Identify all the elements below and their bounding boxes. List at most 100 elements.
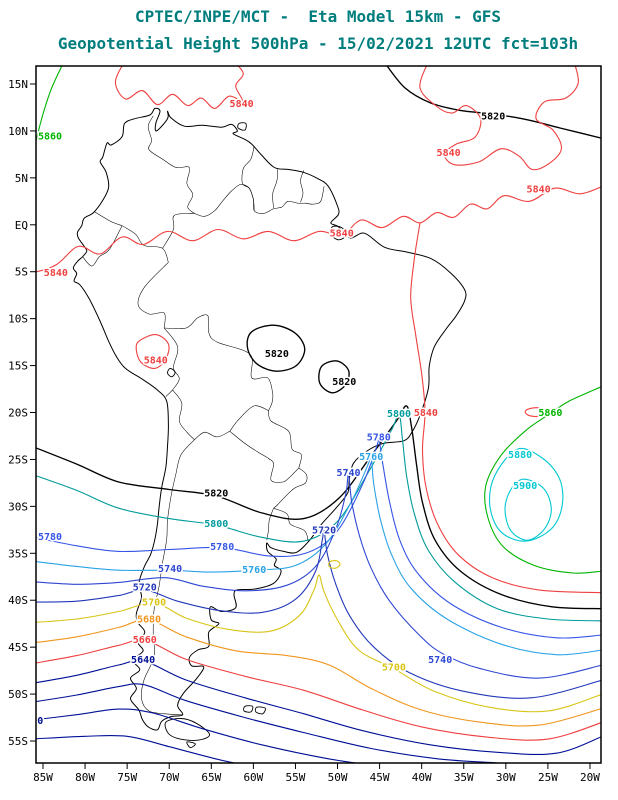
contour-5640 — [36, 659, 601, 756]
lat-tick-label: 30S — [8, 500, 28, 513]
island-outline — [254, 706, 266, 715]
lat-tick-label: 25S — [8, 453, 28, 466]
country-border — [162, 213, 195, 249]
lat-tick-label: EQ — [15, 219, 28, 232]
country-border — [229, 405, 269, 432]
lon-tick-label: 55W — [286, 771, 306, 784]
contour-label-5820: 5820 — [265, 349, 289, 360]
lat-tick-label: 55S — [8, 735, 28, 748]
country-border — [82, 225, 123, 267]
lon-tick-label: 80W — [75, 771, 95, 784]
lon-tick-label: 60W — [243, 771, 263, 784]
contour-label-5740: 5740 — [428, 655, 452, 666]
contour-5720 — [36, 529, 601, 699]
contour-label-5840: 5840 — [44, 268, 68, 279]
contour-label-5820: 5820 — [204, 489, 228, 500]
country-border — [241, 145, 255, 211]
contour-5780 — [36, 436, 601, 639]
lon-tick-label: 65W — [201, 771, 221, 784]
contour-5820 — [318, 360, 350, 394]
lat-tick-label: 20S — [8, 407, 28, 420]
contour-label-5660: 5660 — [133, 635, 157, 646]
contour-label-5860: 5860 — [538, 408, 562, 419]
contour-label-5840: 5840 — [437, 148, 461, 159]
contour-label-5780: 5780 — [210, 542, 234, 553]
contour-label-5760: 5760 — [242, 565, 266, 576]
contour-label-5840: 5840 — [144, 355, 168, 366]
contour-label-5820: 5820 — [481, 111, 505, 122]
lon-tick-label: 70W — [159, 771, 179, 784]
contour-label-5780: 5780 — [367, 432, 391, 443]
island-outline — [237, 122, 247, 131]
lon-tick-label: 35W — [454, 771, 474, 784]
lon-tick-label: 50W — [328, 771, 348, 784]
lon-tick-label: 45W — [370, 771, 390, 784]
lat-tick-label: 15N — [8, 78, 28, 91]
country-border — [229, 431, 300, 483]
lon-tick-label: 85W — [33, 771, 53, 784]
contour-5680 — [36, 619, 601, 727]
contour-5600 — [36, 708, 360, 763]
country-border — [272, 168, 279, 208]
country-border — [273, 507, 309, 542]
contour-label-5820: 5820 — [332, 377, 356, 388]
contour-label-5640: 5640 — [131, 655, 155, 666]
contour-5660 — [36, 639, 601, 741]
contour-label-5840: 5840 — [330, 228, 354, 239]
contour-5740 — [36, 472, 601, 679]
page-title-line-1: CPTEC/INPE/MCT - Eta Model 15km - GFS — [134, 7, 502, 26]
lat-tick-label: 5S — [15, 266, 28, 279]
lat-tick-label: 10S — [8, 313, 28, 326]
contour-5820 — [386, 66, 601, 139]
lat-tick-label: 40S — [8, 594, 28, 607]
contour-label-5800: 5800 — [204, 519, 228, 530]
contour-label-5700: 5700 — [142, 598, 166, 609]
country-border — [300, 170, 305, 203]
contour-5700 — [328, 560, 341, 569]
lat-tick-label: 15S — [8, 360, 28, 373]
contour-5840 — [419, 66, 579, 171]
map-layers: 5840 5820 5860 5840 5840 5840 5840 5840 5820 5820… — [19, 66, 601, 763]
lat-tick-label: 10N — [8, 125, 28, 138]
contour-label-5880: 5880 — [508, 450, 532, 461]
contour-5820 — [246, 324, 306, 372]
lat-tick-label: 45S — [8, 641, 28, 654]
country-border — [147, 115, 195, 214]
contour-5700 — [36, 574, 601, 713]
country-border — [140, 439, 195, 715]
country-border — [172, 389, 195, 440]
contour-label-5720: 5720 — [133, 583, 157, 594]
island-outline — [164, 718, 211, 741]
country-border — [163, 327, 180, 391]
lat-tick-label: 50S — [8, 688, 28, 701]
contour-5840 — [524, 407, 544, 418]
country-border — [194, 431, 230, 440]
contour-5800 — [36, 413, 601, 622]
contour-label-5900: 5900 — [513, 481, 537, 492]
lat-tick-label: 5N — [15, 172, 28, 185]
country-border — [273, 467, 308, 509]
country-border — [137, 262, 169, 329]
contour-5900 — [504, 478, 552, 541]
contour-5840 — [36, 186, 601, 273]
island-outline — [243, 705, 254, 713]
lon-tick-label: 25W — [538, 771, 558, 784]
contour-5840 — [114, 66, 244, 109]
contour-label-5840: 5840 — [414, 408, 438, 419]
page-title-line-2: Geopotential Height 500hPa - 15/02/2021 … — [57, 34, 579, 53]
contour-label-5840: 5840 — [230, 99, 254, 110]
contour-label-5680: 5680 — [137, 615, 161, 626]
country-border — [268, 410, 302, 468]
contour-5840 — [410, 222, 601, 594]
lon-tick-label: 40W — [412, 771, 432, 784]
lon-tick-label: 20W — [580, 771, 600, 784]
map-frame — [35, 65, 602, 764]
contour-label-5740: 5740 — [158, 564, 182, 575]
contour-label-5600: 5600 — [19, 716, 43, 727]
contour-label-5860: 5860 — [38, 132, 62, 143]
country-border — [194, 184, 325, 217]
country-border — [164, 314, 274, 411]
contour-5840 — [135, 334, 170, 370]
contour-5860 — [484, 386, 601, 574]
